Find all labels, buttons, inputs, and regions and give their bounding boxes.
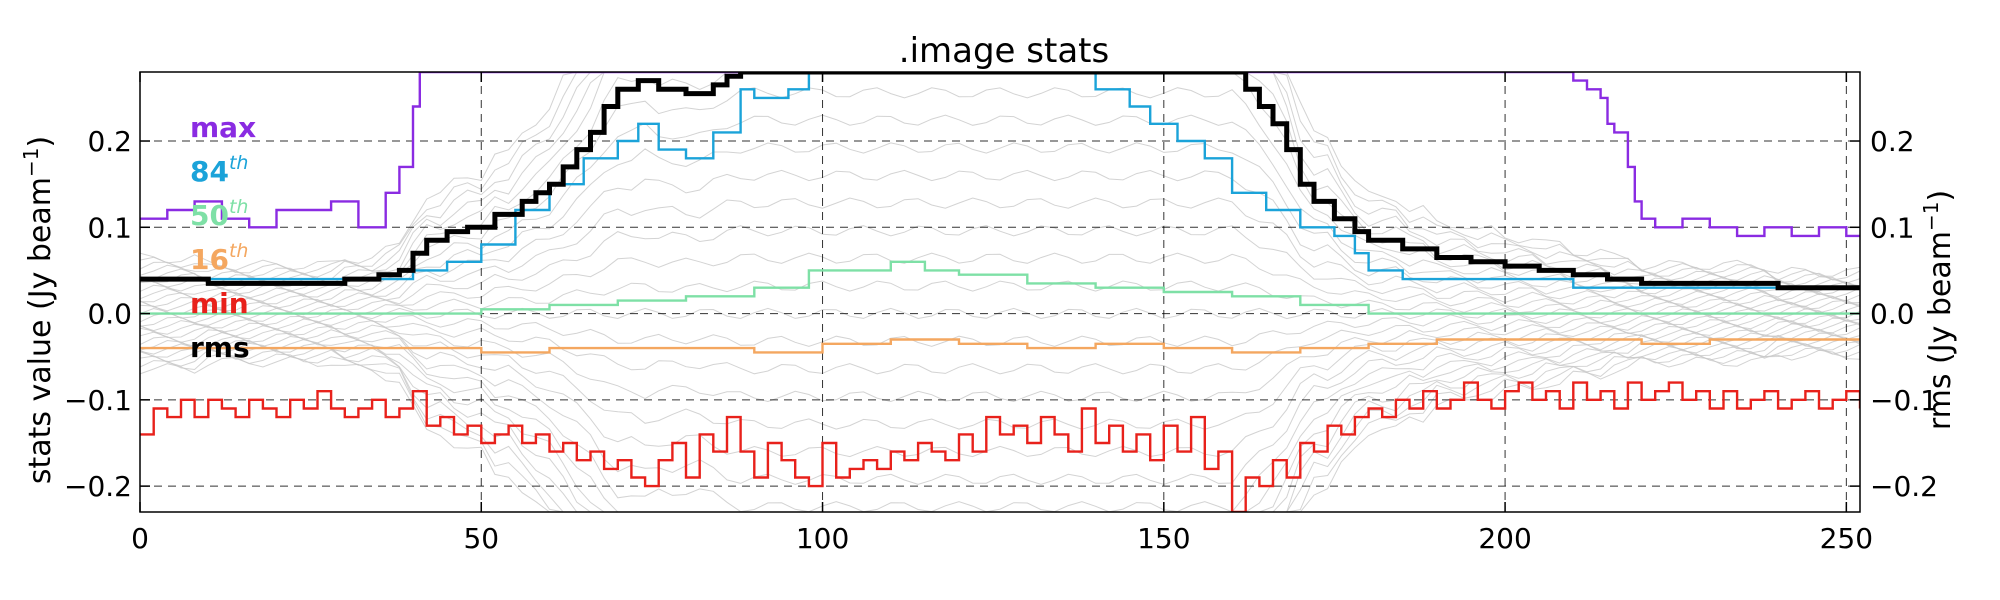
- series-line-min: [140, 381, 1860, 512]
- legend-item: 16th: [190, 240, 248, 276]
- y-axis-title-sup: −1: [19, 148, 43, 177]
- legend-item: max: [190, 111, 256, 144]
- y-axis: −0.2 −0.1 0.0 0.1 0.2: [64, 125, 150, 503]
- plot-frame: [139, 71, 1861, 513]
- background-trace: [139, 197, 1861, 308]
- y2-axis: −0.2 −0.1 0.0 0.1 0.2: [1850, 125, 1938, 503]
- legend-item: rms: [190, 331, 250, 364]
- background-trace: [139, 252, 1861, 314]
- legend-label: max: [190, 111, 256, 144]
- x-tick-label: 50: [463, 522, 499, 555]
- x-tick-label: 100: [796, 522, 849, 555]
- legend-label-sup: th: [229, 240, 249, 262]
- x-tick-label: 250: [1820, 522, 1873, 555]
- x-axis: 0 50 100 150 200 250: [131, 72, 1873, 555]
- legend-label: 16: [190, 243, 229, 276]
- background-trace: [139, 280, 1861, 317]
- y2-tick-label: −0.1: [1870, 384, 1938, 417]
- series-line-p16: [140, 338, 1860, 354]
- legend-label-sup: th: [229, 152, 249, 174]
- legend-label-sup: th: [229, 196, 249, 218]
- x-tick-label: 150: [1137, 522, 1190, 555]
- y2-axis-title-tail: ): [1923, 190, 1958, 202]
- y-tick-label: −0.2: [64, 470, 132, 503]
- y-axis-title-text: stats value (Jy beam: [23, 177, 58, 484]
- y2-tick-label: 0.2: [1870, 125, 1915, 158]
- y2-tick-label: 0.1: [1870, 211, 1915, 244]
- x-tick-label: 200: [1478, 522, 1531, 555]
- legend-item: 84th: [190, 152, 248, 188]
- background-trace: [139, 314, 1861, 375]
- legend-label: min: [190, 287, 249, 320]
- y2-axis-title: rms (Jy beam−1): [1919, 190, 1958, 430]
- series-line-rms: [140, 72, 1860, 291]
- y-tick-label: 0.0: [87, 298, 132, 331]
- y2-axis-title-text: rms (Jy beam: [1923, 231, 1958, 430]
- background-trace: [139, 316, 1861, 403]
- background-trace: [139, 225, 1861, 310]
- chart-title: .image stats: [899, 31, 1109, 71]
- legend-item: min: [190, 287, 249, 320]
- legend-label: rms: [190, 331, 250, 364]
- y2-tick-label: 0.0: [1870, 298, 1915, 331]
- x-tick-label: 0: [131, 522, 149, 555]
- series-line-max: [140, 72, 1860, 238]
- series-line-p50: [140, 260, 1860, 315]
- y-tick-label: 0.1: [87, 211, 132, 244]
- legend-label: 84: [190, 155, 229, 188]
- legend-label: 50: [190, 199, 229, 232]
- series-layer: [140, 72, 1860, 512]
- y2-axis-title-sup: −1: [1919, 202, 1943, 231]
- y-tick-label: 0.2: [87, 125, 132, 158]
- y2-tick-label: −0.2: [1870, 470, 1938, 503]
- series-line-p84: [140, 72, 1860, 289]
- plot-background: [140, 72, 1860, 512]
- legend-item: 50th: [190, 196, 248, 232]
- y-tick-label: −0.1: [64, 384, 132, 417]
- y-axis-title-tail: ): [23, 136, 58, 148]
- plot-area: [139, 71, 1861, 513]
- y-axis-title: stats value (Jy beam−1): [19, 136, 58, 484]
